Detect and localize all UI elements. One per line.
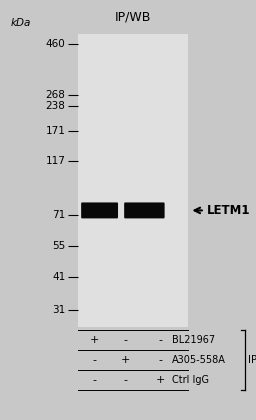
Text: LETM1: LETM1 bbox=[207, 204, 250, 217]
FancyBboxPatch shape bbox=[124, 202, 165, 218]
Text: +: + bbox=[121, 355, 130, 365]
Text: 460: 460 bbox=[46, 39, 65, 49]
Text: 31: 31 bbox=[52, 305, 65, 315]
Text: 71: 71 bbox=[52, 210, 65, 220]
Text: -: - bbox=[123, 375, 127, 385]
Text: -: - bbox=[158, 355, 162, 365]
FancyBboxPatch shape bbox=[78, 34, 188, 327]
Text: Ctrl IgG: Ctrl IgG bbox=[172, 375, 209, 385]
Text: -: - bbox=[93, 375, 97, 385]
Text: IP: IP bbox=[248, 355, 256, 365]
Text: 171: 171 bbox=[45, 126, 65, 136]
Text: -: - bbox=[158, 335, 162, 345]
Text: BL21967: BL21967 bbox=[172, 335, 215, 345]
Text: 41: 41 bbox=[52, 272, 65, 282]
Text: 268: 268 bbox=[45, 89, 65, 100]
Text: +: + bbox=[90, 335, 99, 345]
Text: 55: 55 bbox=[52, 241, 65, 251]
FancyBboxPatch shape bbox=[81, 202, 118, 218]
Text: IP/WB: IP/WB bbox=[115, 10, 151, 23]
Text: -: - bbox=[93, 355, 97, 365]
Text: 238: 238 bbox=[45, 101, 65, 111]
Text: -: - bbox=[123, 335, 127, 345]
Text: 117: 117 bbox=[45, 156, 65, 166]
Text: A305-558A: A305-558A bbox=[172, 355, 225, 365]
Text: +: + bbox=[155, 375, 165, 385]
Text: kDa: kDa bbox=[10, 18, 31, 28]
